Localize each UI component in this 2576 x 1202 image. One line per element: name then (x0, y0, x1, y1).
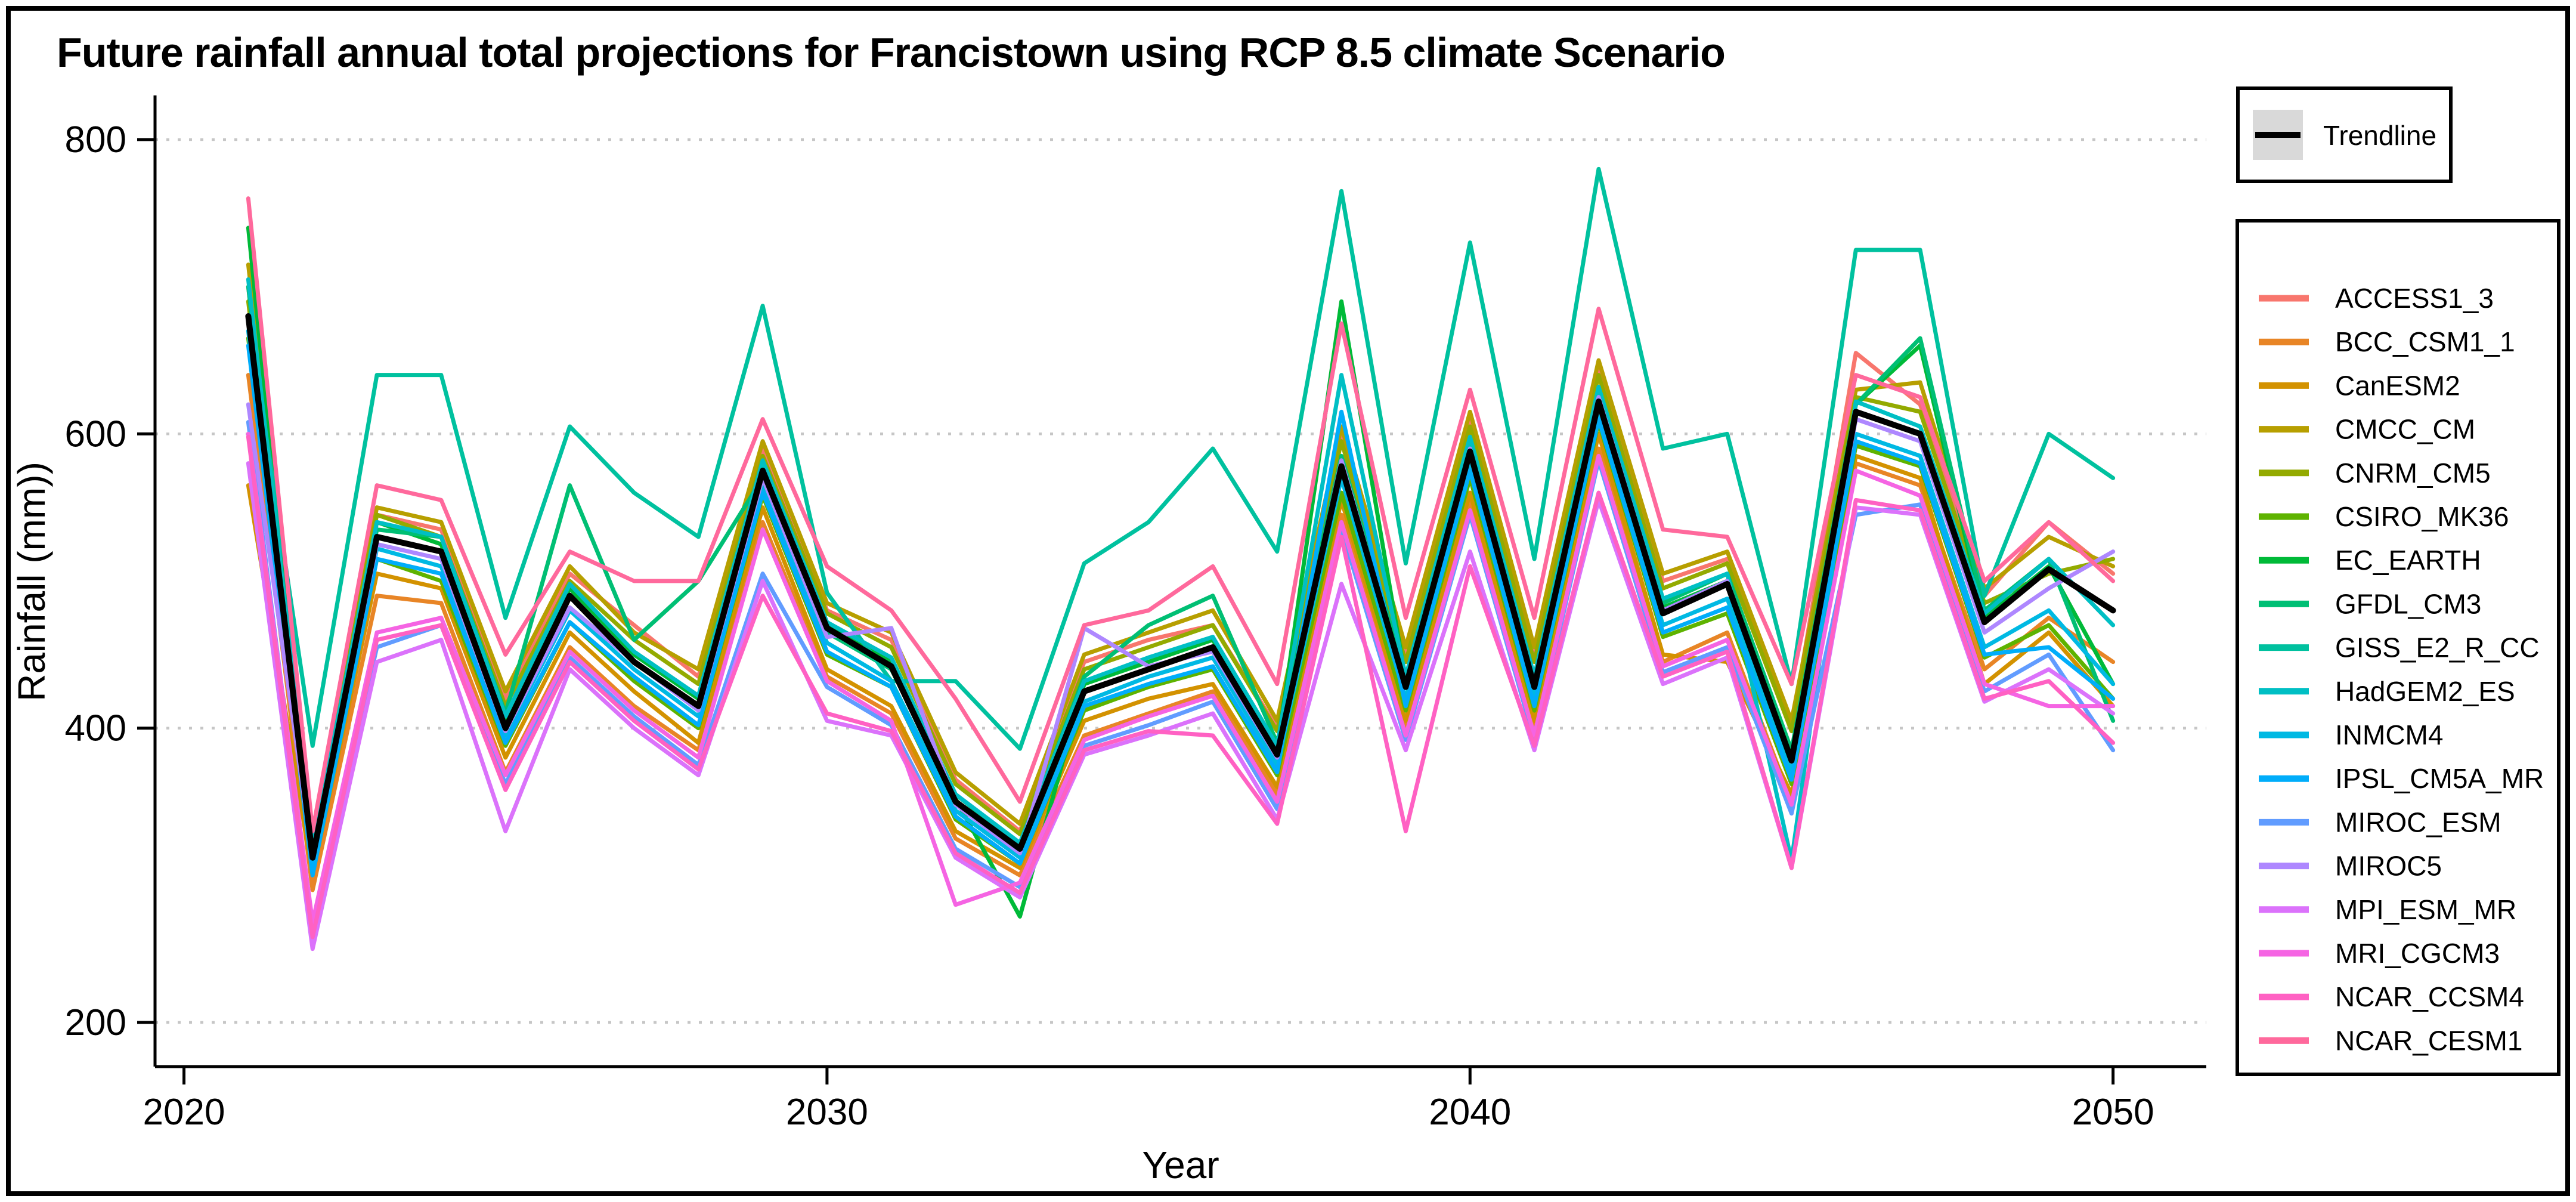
y-tick-label-800: 800 (65, 119, 126, 160)
trendline-legend-label: Trendline (2323, 120, 2436, 151)
y-tick-label-400: 400 (65, 708, 126, 749)
legend-item-EC_EARTH: EC_EARTH (2259, 545, 2481, 576)
series-line-IPSL_CM5A_MR (246, 343, 2116, 877)
legend-item-CanESM2: CanESM2 (2259, 370, 2460, 401)
legend-label-HadGEM2_ES: HadGEM2_ES (2335, 676, 2515, 707)
legend-item-BCC_CSM1_1: BCC_CSM1_1 (2259, 326, 2515, 357)
trendline (245, 313, 2116, 861)
legend-item-CNRM_CM5: CNRM_CM5 (2259, 458, 2491, 489)
series-line-HadGEM2_ES (246, 277, 2116, 863)
series-line-NCAR_CESM1 (246, 196, 2116, 833)
axes-layer: 200 400 600 800 2020 2030 2040 2050 (65, 95, 2206, 1133)
legend-item-MIROC5: MIROC5 (2259, 851, 2442, 882)
x-tick-label-2020: 2020 (143, 1092, 225, 1133)
y-tick-label-200: 200 (65, 1002, 126, 1043)
y-tick-label-600: 600 (65, 413, 126, 455)
x-tick-label-2030: 2030 (786, 1092, 868, 1133)
x-axis-title: Year (1142, 1144, 1219, 1186)
legend-item-GISS_E2_R_CC: GISS_E2_R_CC (2259, 632, 2540, 663)
legend-label-INMCM4: INMCM4 (2335, 719, 2443, 750)
series-line-CSIRO_MK36 (246, 336, 2116, 870)
legend-label-GFDL_CM3: GFDL_CM3 (2335, 588, 2481, 619)
legend-item-CSIRO_MK36: CSIRO_MK36 (2259, 501, 2509, 532)
legend-label-GISS_E2_R_CC: GISS_E2_R_CC (2335, 632, 2540, 663)
legend-label-CNRM_CM5: CNRM_CM5 (2335, 458, 2491, 489)
legend-item-GFDL_CM3: GFDL_CM3 (2259, 588, 2481, 619)
series-layer (245, 166, 2116, 951)
legend-item-MRI_CGCM3: MRI_CGCM3 (2259, 938, 2500, 969)
legend-item-CMCC_CM: CMCC_CM (2259, 414, 2475, 445)
legend-item-IPSL_CM5A_MR: IPSL_CM5A_MR (2259, 763, 2544, 794)
models-legend: ACCESS1_3 BCC_CSM1_1 CanESM2 CMCC_CM CNRM_CM… (2236, 219, 2560, 1076)
legend-label-CanESM2: CanESM2 (2335, 370, 2460, 401)
series-line-NCAR_CCSM4 (246, 434, 2116, 940)
legend-label-MIROC_ESM: MIROC_ESM (2335, 807, 2501, 838)
chart-title: Future rainfall annual total projections… (57, 29, 1725, 76)
legend-label-MRI_CGCM3: MRI_CGCM3 (2335, 938, 2500, 969)
y-axis-title: Rainfall (mm)) (10, 462, 53, 702)
legend-item-ACCESS1_3: ACCESS1_3 (2259, 283, 2494, 314)
legend-item-MIROC_ESM: MIROC_ESM (2259, 807, 2501, 838)
legend-label-MPI_ESM_MR: MPI_ESM_MR (2335, 894, 2516, 925)
legend-label-EC_EARTH: EC_EARTH (2335, 545, 2481, 576)
legend-label-MIROC5: MIROC5 (2335, 851, 2442, 882)
legend-label-BCC_CSM1_1: BCC_CSM1_1 (2335, 326, 2515, 357)
series-line-MIROC_ESM (246, 420, 2116, 934)
figure-border (6, 6, 2570, 1196)
legend-label-IPSL_CM5A_MR: IPSL_CM5A_MR (2335, 763, 2544, 794)
x-tick-label-2040: 2040 (1429, 1092, 1511, 1133)
legend-label-CSIRO_MK36: CSIRO_MK36 (2335, 501, 2509, 532)
x-tick-label-2050: 2050 (2072, 1092, 2154, 1133)
legend-label-CMCC_CM: CMCC_CM (2335, 414, 2475, 445)
series-line-MRI_CGCM3 (246, 431, 2116, 925)
legend-label-ACCESS1_3: ACCESS1_3 (2335, 283, 2494, 314)
legend-item-MPI_ESM_MR: MPI_ESM_MR (2259, 894, 2516, 925)
legend-item-INMCM4: INMCM4 (2259, 719, 2443, 750)
legend-item-NCAR_CCSM4: NCAR_CCSM4 (2259, 981, 2524, 1012)
series-line-GISS_E2_R_CC (246, 166, 2116, 751)
legend-label-NCAR_CCSM4: NCAR_CCSM4 (2335, 981, 2524, 1012)
legend-item-HadGEM2_ES: HadGEM2_ES (2259, 676, 2515, 707)
legend-item-NCAR_CESM1: NCAR_CESM1 (2259, 1025, 2522, 1056)
legend-label-NCAR_CESM1: NCAR_CESM1 (2335, 1025, 2522, 1056)
trendline-legend: Trendline (2236, 86, 2453, 183)
